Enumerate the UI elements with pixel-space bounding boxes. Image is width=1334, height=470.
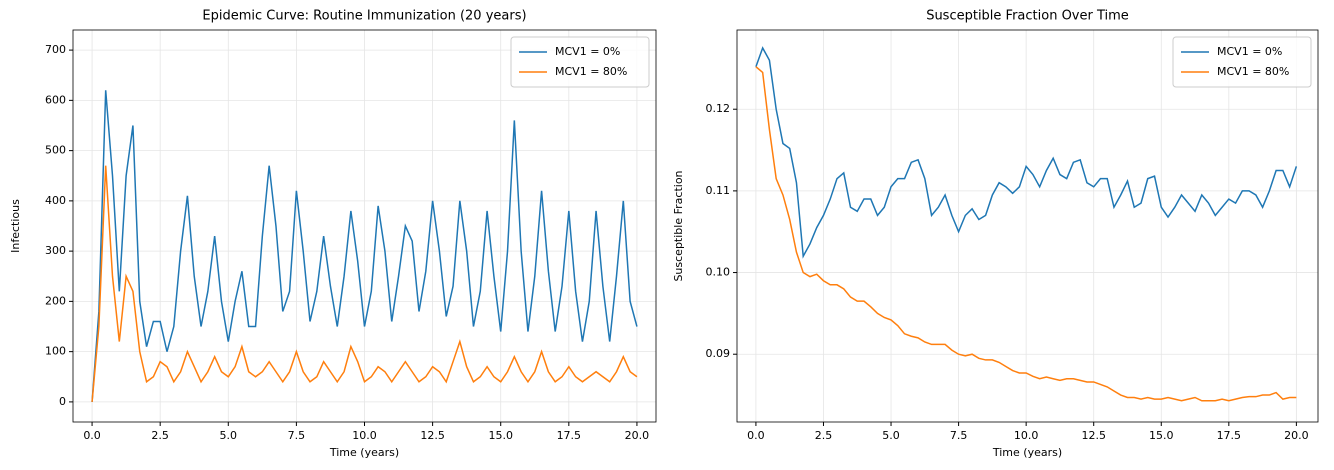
x-tick-label: 12.5 xyxy=(420,429,445,442)
x-axis-label: Time (years) xyxy=(329,446,399,459)
x-tick-label: 0.0 xyxy=(83,429,101,442)
series-line xyxy=(755,46,1298,259)
axes-frame xyxy=(736,29,1319,423)
y-tick-label: 700 xyxy=(45,43,66,56)
y-axis-label: Infectious xyxy=(9,199,22,253)
y-tick-label: 600 xyxy=(45,93,66,106)
y-tick-label: 0.10 xyxy=(706,266,731,279)
y-tick-label: 0 xyxy=(59,395,66,408)
x-tick-label: 10.0 xyxy=(1014,429,1039,442)
x-tick-label: 0.0 xyxy=(747,429,765,442)
x-tick-label: 15.0 xyxy=(488,429,513,442)
x-tick-label: 20.0 xyxy=(625,429,650,442)
y-tick-label: 100 xyxy=(45,345,66,358)
chart-title: Susceptible Fraction Over Time xyxy=(926,9,1129,24)
x-tick-label: 5.0 xyxy=(220,429,238,442)
x-tick-label: 15.0 xyxy=(1149,429,1174,442)
x-tick-label: 20.0 xyxy=(1284,429,1309,442)
chart-title: Epidemic Curve: Routine Immunization (20… xyxy=(202,9,526,24)
axes-frame xyxy=(72,29,657,423)
y-tick-label: 400 xyxy=(45,194,66,207)
x-tick-label: 2.5 xyxy=(815,429,833,442)
y-tick-label: 500 xyxy=(45,144,66,157)
y-tick-label: 0.09 xyxy=(706,347,731,360)
x-axis-label: Time (years) xyxy=(992,446,1062,459)
legend-label: MCV1 = 80% xyxy=(555,65,627,78)
y-tick-label: 0.11 xyxy=(706,184,731,197)
legend-label: MCV1 = 80% xyxy=(1217,65,1289,78)
x-tick-label: 2.5 xyxy=(151,429,169,442)
y-tick-label: 0.12 xyxy=(706,102,731,115)
y-axis-label: Susceptible Fraction xyxy=(672,170,685,281)
x-tick-label: 17.5 xyxy=(1217,429,1242,442)
series-line xyxy=(755,66,1297,402)
x-tick-label: 7.5 xyxy=(288,429,306,442)
series-line xyxy=(91,90,638,402)
legend-label: MCV1 = 0% xyxy=(555,45,620,58)
x-tick-label: 5.0 xyxy=(882,429,900,442)
x-tick-label: 12.5 xyxy=(1081,429,1106,442)
legend-box xyxy=(510,36,650,88)
series-line xyxy=(91,165,638,402)
legend-box xyxy=(1172,36,1312,88)
x-tick-label: 17.5 xyxy=(557,429,582,442)
legend-label: MCV1 = 0% xyxy=(1217,45,1282,58)
y-tick-label: 200 xyxy=(45,294,66,307)
x-tick-label: 7.5 xyxy=(950,429,968,442)
y-tick-label: 300 xyxy=(45,244,66,257)
x-tick-label: 10.0 xyxy=(352,429,377,442)
